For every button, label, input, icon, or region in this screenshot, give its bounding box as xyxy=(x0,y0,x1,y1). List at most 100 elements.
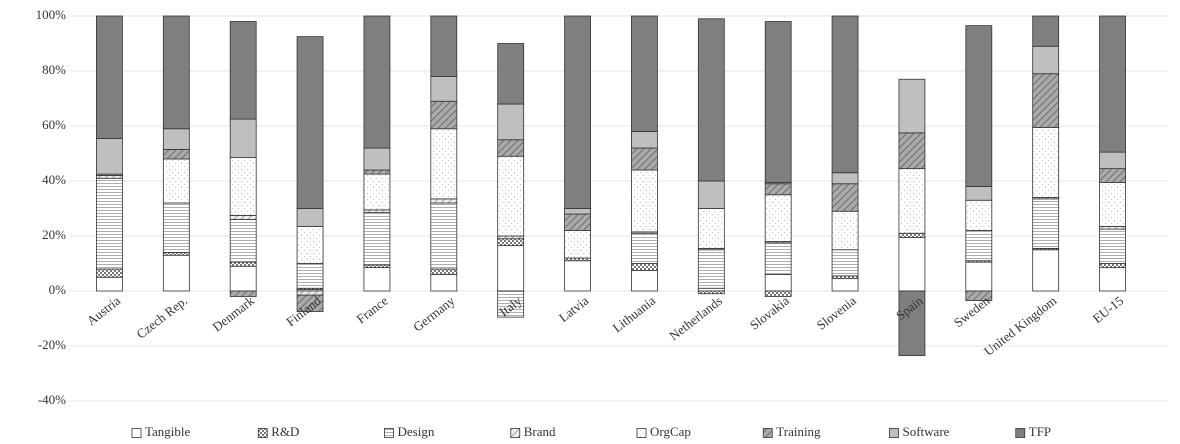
bar-segment xyxy=(965,186,993,201)
bar-segment xyxy=(764,183,792,196)
x-tick-label: Latvia xyxy=(556,293,592,325)
bar-segment xyxy=(229,21,257,120)
bar-segment xyxy=(229,219,257,263)
bar-segment xyxy=(898,232,926,238)
bar-segment xyxy=(162,202,190,253)
bar-segment xyxy=(497,103,525,141)
y-tick-label: 0% xyxy=(49,282,67,297)
bar-segment xyxy=(965,25,993,187)
legend-label: OrgCap xyxy=(650,424,691,439)
bar-segment xyxy=(497,238,525,247)
bar-segment xyxy=(831,15,859,174)
legend-label: Brand xyxy=(524,424,556,439)
legend-swatch xyxy=(1015,428,1026,438)
bar-segment xyxy=(1099,263,1126,269)
bar-segment xyxy=(965,199,993,231)
bar-segment xyxy=(497,290,525,318)
bar-segment xyxy=(430,202,458,270)
bar-segment xyxy=(1099,168,1126,183)
bar-segment xyxy=(631,269,658,292)
bar-segment xyxy=(296,290,324,296)
bar-segment xyxy=(631,15,658,132)
bar-segment xyxy=(898,168,926,234)
bar-segment xyxy=(1032,249,1060,292)
legend-swatch xyxy=(257,428,268,438)
bar-segment xyxy=(363,169,391,175)
legend-swatch xyxy=(889,428,899,438)
bar-segment xyxy=(162,252,190,256)
bar-segment xyxy=(764,242,792,275)
bar-segment xyxy=(430,274,458,292)
bar-segment xyxy=(831,183,859,212)
bar-segment xyxy=(363,212,391,266)
legend-label: Design xyxy=(398,424,435,439)
bar-segment xyxy=(965,261,993,292)
bar-segment xyxy=(564,260,591,292)
legend-label: Training xyxy=(776,424,821,439)
bar-segment xyxy=(631,263,658,271)
bar-segment xyxy=(162,158,190,204)
bar-segment xyxy=(1032,198,1060,249)
bar-segment xyxy=(296,225,324,264)
x-tick-label: Czech Rep. xyxy=(134,293,190,342)
legend-swatch xyxy=(762,428,773,438)
bar-segment xyxy=(430,198,458,204)
bar-segment xyxy=(1032,15,1060,47)
x-tick-label: EU-15 xyxy=(1090,293,1127,326)
x-tick-label: Austria xyxy=(84,293,124,329)
bar-segment xyxy=(965,230,993,262)
y-tick-label: 60% xyxy=(42,117,66,132)
bar-segment xyxy=(764,290,792,297)
x-tick-label: Slovakia xyxy=(747,293,792,333)
bar-segment xyxy=(296,208,324,227)
legend-swatch xyxy=(510,428,521,438)
bar-segment xyxy=(697,208,725,249)
bar-segment xyxy=(697,287,725,292)
bar-segment xyxy=(229,157,257,216)
bar-segment xyxy=(1032,73,1060,128)
bar-segment xyxy=(96,15,123,139)
bar-segment xyxy=(96,276,123,292)
bar-segment xyxy=(162,15,190,130)
bar-segment xyxy=(1099,15,1126,153)
bar-segment xyxy=(631,232,658,264)
bar-segment xyxy=(430,100,458,130)
bar-segment xyxy=(363,209,391,214)
x-tick-label: Germany xyxy=(410,293,458,335)
bar-segment xyxy=(430,128,458,200)
bar-segment xyxy=(564,230,591,259)
legend-label: TFP xyxy=(1029,424,1051,439)
bar-segment xyxy=(96,175,123,179)
bar-segment xyxy=(229,261,257,267)
bar-segment xyxy=(1099,181,1126,227)
bar-segment xyxy=(229,118,257,159)
bar-segment xyxy=(564,213,591,231)
y-tick-label: 80% xyxy=(42,62,66,77)
x-tick-label: Lithuania xyxy=(610,293,659,336)
bar-segment xyxy=(898,236,926,292)
bar-segment xyxy=(497,235,525,240)
bar-segment xyxy=(1032,45,1060,75)
bar-segment xyxy=(898,290,926,357)
bar-segment xyxy=(898,78,926,134)
x-tick-label: Denmark xyxy=(210,293,258,335)
bar-segment xyxy=(831,249,859,277)
bar-segment xyxy=(363,264,391,269)
bar-segment xyxy=(497,43,525,105)
x-tick-label: United Kingdom xyxy=(981,293,1059,359)
bar-segment xyxy=(430,76,458,102)
bar-segment xyxy=(697,249,725,289)
legend-swatch xyxy=(636,428,647,438)
bar-segment xyxy=(898,132,926,170)
x-tick-label: France xyxy=(354,293,391,327)
bar-segment xyxy=(96,268,123,278)
legend-label: Tangible xyxy=(145,424,191,439)
bar-segment xyxy=(764,21,792,183)
bar-segment xyxy=(1099,228,1126,264)
bar-segment xyxy=(296,36,324,209)
bar-segment xyxy=(697,18,725,182)
bar-segment xyxy=(965,290,993,302)
y-tick-label: 100% xyxy=(36,7,67,22)
y-tick-label: -40% xyxy=(38,392,66,407)
